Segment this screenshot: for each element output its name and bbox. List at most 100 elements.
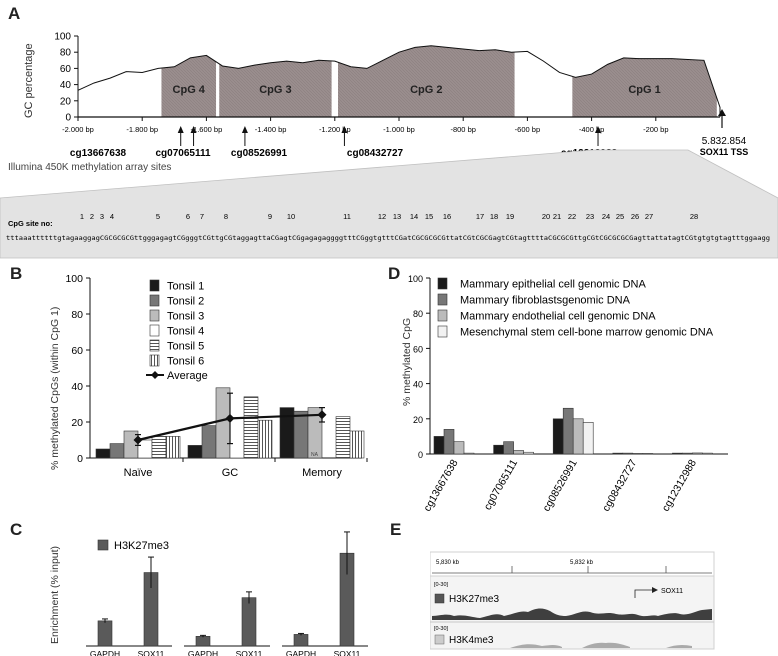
- cpg-island-area-3: [338, 45, 515, 117]
- panel-d-x-label: cg13667638: [421, 457, 460, 513]
- cpg-site-number: 11: [343, 212, 351, 221]
- coord-left: 5,830 kb: [436, 560, 460, 566]
- cpg-site-number: 25: [616, 212, 624, 221]
- legend-label: Tonsil 4: [167, 326, 204, 338]
- panel-c-x-label: GAPDH: [90, 649, 120, 656]
- track2-label: H3K4me3: [449, 635, 494, 646]
- cpg-site-number: 10: [287, 212, 295, 221]
- panel-b-bar: [109, 443, 125, 459]
- legend-swatch: [149, 339, 160, 352]
- panel-b-bars: [95, 387, 365, 459]
- panel-a-x-tick-label: -600 bp: [515, 125, 540, 134]
- gene-label: SOX11: [661, 588, 683, 595]
- panel-d-bar: [582, 422, 594, 455]
- panel-a-x-tick-label: -800 bp: [450, 125, 475, 134]
- legend-label: Tonsil 6: [167, 356, 204, 368]
- panel-d-legend: Mammary epithelial cell genomic DNA Mamma…: [437, 277, 714, 339]
- panel-a-x-tick-label: -1.600 bp: [191, 125, 223, 134]
- cpg-island-area-2: [219, 60, 332, 117]
- panel-d-bar: [523, 451, 534, 455]
- cpg-site-number: 3: [100, 212, 104, 221]
- tss-arrow-head: [718, 109, 726, 116]
- legend-average-marker: [151, 371, 159, 379]
- probe-arrow-head: [241, 126, 248, 133]
- panel-b-y-tick-label: 100: [65, 273, 83, 285]
- legend-label: Tonsil 3: [167, 311, 204, 323]
- panel-letter-b: B: [10, 264, 23, 283]
- panel-a-island-labels: CpG 4 CpG 3 CpG 2 CpG 1: [173, 84, 661, 96]
- cpg-site-number: 21: [553, 212, 561, 221]
- panel-b-legend: Tonsil 1 Tonsil 2 Tonsil 3 Tonsil 4 Tonsil 5…: [146, 279, 208, 382]
- cpg-island-area-1: [161, 55, 217, 117]
- track2-range: [0-30]: [434, 626, 449, 632]
- cpg-island-sequence: tttaaattttttgtagaaggagCGCGCGCGttgggagagt…: [6, 234, 770, 242]
- average-marker: [133, 435, 143, 445]
- cpg-island-label: CpG 3: [259, 84, 291, 96]
- panel-b-bar: [257, 419, 273, 459]
- panel-d-y-tick-label: 40: [413, 380, 423, 390]
- panel-b-bar: [243, 396, 259, 459]
- panel-d-y-tick-label: 60: [413, 344, 423, 354]
- cpg-site-number: 20: [542, 212, 550, 221]
- panel-a-x-tick-label: -2.000 bp: [62, 125, 94, 134]
- panel-d-ylabel: % methylated CpG: [401, 318, 413, 406]
- panel-c-bar: [293, 634, 309, 647]
- panel-a-y-tick-label: 0: [65, 113, 71, 124]
- cpg-site-number: 28: [690, 212, 698, 221]
- panel-c-legend-swatch: [97, 539, 109, 551]
- panel-b-y-tick-label: 40: [71, 381, 83, 393]
- panel-d-x-label: cg07065111: [482, 457, 521, 512]
- track1-range: [0-30]: [434, 582, 449, 588]
- cpg-site-number: 2: [90, 212, 94, 221]
- cpg-site-number: 7: [200, 212, 204, 221]
- panel-b-bar: [201, 425, 217, 459]
- cpg-site-number: 22: [568, 212, 576, 221]
- panel-d-y-tick-label: 80: [413, 309, 423, 319]
- cpg-site-numbers: 1 2 3 4 5 6 7 8 9 10 11 12 13 14 15 16 17 18 19 20 21 22 23 24 2…: [80, 212, 698, 221]
- panel-d-bar: [463, 452, 475, 455]
- panel-a-ylabel: GC percentage: [23, 43, 35, 118]
- panel-d-x-label: cg08526991: [540, 457, 579, 513]
- panel-d-bar: [513, 450, 524, 455]
- zoom-callout: [0, 149, 778, 259]
- panel-b-bar: [137, 439, 153, 459]
- panel-d-bar: [562, 407, 574, 455]
- panel-d-bar: [572, 418, 584, 455]
- cpg-site-number: 6: [186, 212, 190, 221]
- panel-d-bar: [453, 441, 465, 455]
- panel-c-bar: [241, 597, 257, 647]
- panel-b-x-label: Naïve: [124, 467, 153, 479]
- cpg-site-number: 13: [393, 212, 401, 221]
- panel-d-bars: [433, 407, 713, 455]
- cpg-site-number: 24: [602, 212, 610, 221]
- panel-a-x-tick-label: -1.200 bp: [319, 125, 351, 134]
- tss-arrow-e: [634, 589, 652, 598]
- legend-swatch: [149, 279, 160, 292]
- panel-a-x-tick-label: -1.400 bp: [255, 125, 287, 134]
- panel-c-x-label: GAPDH: [188, 649, 218, 656]
- panel-a-y-tick-label: 60: [60, 64, 72, 75]
- panel-d-bar: [672, 452, 683, 455]
- panel-d-y-tick-label: 100: [408, 274, 423, 284]
- probe-arrow-head: [595, 126, 602, 133]
- panel-c-ylabel: Enrichment (% input): [49, 546, 61, 644]
- cpg-site-number: 14: [410, 212, 418, 221]
- panel-c-x-label: SOX11: [334, 649, 361, 656]
- panel-a-x-ticks: -2.000 bp -1.800 bp -1.600 bp -1.400 bp -1.2…: [62, 117, 669, 134]
- average-marker: [225, 413, 235, 423]
- panel-d-bar: [642, 453, 654, 455]
- panel-c-bars: GAPDH SOX11 GAPDH SOX11 GAPDH SOX11: [86, 531, 368, 656]
- cpg-site-number: 4: [110, 212, 114, 221]
- cpg-site-number: 1: [80, 212, 84, 221]
- panel-b-bar-chart: % methylated CpGs (within CpG 1) 0 20 40 60…: [49, 273, 368, 479]
- cpg-site-number: 5: [156, 212, 160, 221]
- cpg-site-label: CpG site no:: [8, 219, 53, 228]
- panel-e-genome-browser: 5,830 kb 5,832 kb SOX11 [0-30] H3K27me3 …: [430, 551, 715, 650]
- panel-d-bar: [443, 429, 455, 455]
- panel-b-x-label: Memory: [302, 467, 342, 479]
- cpg-site-number: 23: [586, 212, 594, 221]
- panel-b-x-label: GC: [222, 467, 239, 479]
- panel-c-x-label: SOX11: [138, 649, 165, 656]
- cpg-site-number: 8: [224, 212, 228, 221]
- panel-b-y-tick-label: 60: [71, 345, 83, 357]
